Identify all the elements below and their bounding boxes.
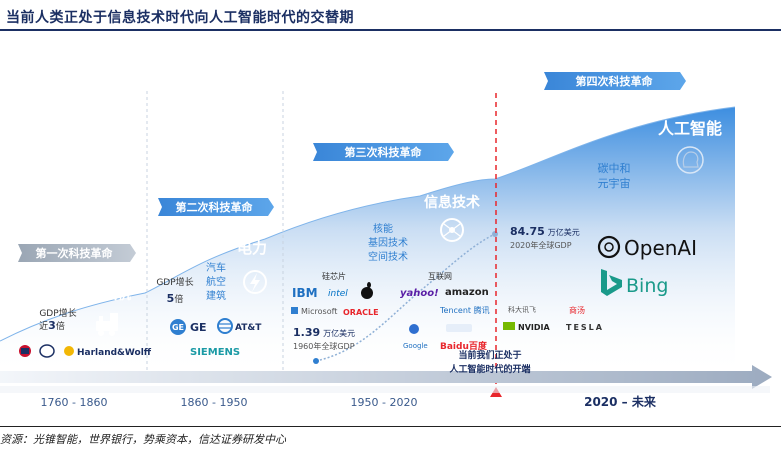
lightning-icon — [243, 270, 267, 294]
era1-company-logos: Harland&Wolff — [19, 344, 152, 358]
period-3: 1950 - 2020 — [351, 396, 418, 409]
tencent-logo: Tencent 腾讯 — [439, 305, 490, 315]
svg-text:GE: GE — [172, 323, 184, 332]
sub-tech-construction: 建筑 — [206, 289, 226, 302]
revolution-2-banner: 第二次科技革命 — [158, 198, 274, 216]
baidu-logo: Baidu百度 — [440, 340, 488, 352]
misc-logo — [446, 324, 472, 332]
tech-ai: 人工智能 — [658, 119, 722, 138]
bing-logo — [601, 269, 622, 296]
revolution-1-banner: 第一次科技革命 — [18, 244, 136, 262]
now-marker-line1: 当前我们正处于 — [458, 349, 521, 361]
att-name: AT&T — [235, 323, 262, 333]
apple-logo — [361, 282, 373, 299]
openai-logo — [597, 235, 621, 259]
revolution-3-banner: 第三次科技革命 — [313, 143, 454, 161]
era2-stat-line2: 5倍 — [167, 292, 184, 305]
tesla-logo: TESLA — [566, 323, 604, 332]
harland-wolff-name: Harland&Wolff — [77, 348, 152, 358]
source-note: 资源：光锥智能，世界银行，势乘资本，信达证券研发中心 — [0, 433, 286, 446]
era1-stat-line1: GDP增长 — [39, 307, 76, 319]
sub-tech-carbon-neutral: 碳中和 — [598, 161, 631, 175]
bing-name: Bing — [626, 275, 668, 297]
timeline-bar — [0, 386, 770, 393]
title-divider — [0, 29, 781, 31]
sensetime-logo: 商汤 — [569, 305, 585, 315]
tech-revolution-diagram: 第一次科技革命 第二次科技革命 第三次科技革命 第四次科技革命 蒸汽机 GDP增… — [0, 72, 772, 409]
network-icon — [440, 218, 464, 242]
gdp-2020-note: 2020年全球GDP — [510, 240, 572, 250]
ge-name: GE — [190, 321, 207, 334]
tech-information: 信息技术 — [424, 194, 480, 211]
sub-tech-space: 空间技术 — [368, 250, 408, 263]
page-title: 当前人类正处于信息技术时代向人工智能时代的交替期 — [6, 10, 354, 26]
growth-curve-highlight — [0, 106, 736, 342]
tech-steam-engine: 蒸汽机 — [89, 286, 131, 303]
microsoft-name: Microsoft — [301, 307, 337, 316]
sub-tech-car: 汽车 — [206, 261, 226, 274]
oracle-logo: ORACLE — [343, 308, 379, 317]
silicon-chip-label: 硅芯片 — [322, 271, 346, 281]
google-logo: Google — [403, 342, 428, 350]
period-2: 1860 - 1950 — [181, 396, 248, 409]
sub-tech-genetics: 基因技术 — [368, 236, 408, 249]
ge-logo: GE — [170, 319, 186, 335]
gdp-1960-note: 1960年全球GDP — [293, 341, 355, 351]
facebook-icon — [409, 324, 419, 334]
nvidia-icon — [503, 322, 515, 330]
growth-area — [0, 107, 735, 376]
openai-name: OpenAI — [624, 236, 697, 260]
revolution-4-banner: 第四次科技革命 — [544, 72, 686, 90]
internet-label: 互联网 — [428, 272, 452, 281]
gdp-2020: 84.75 万亿美元 — [510, 225, 580, 238]
revolution-2-label: 第二次科技革命 — [176, 200, 254, 214]
gdp-1960: 1.39 万亿美元 — [293, 326, 355, 339]
revolution-4-label: 第四次科技革命 — [576, 74, 654, 88]
harland-wolff-logo — [64, 346, 74, 356]
microsoft-logo — [291, 307, 298, 314]
siemens-logo: SIEMENS — [190, 347, 240, 358]
train-icon — [96, 313, 118, 336]
yahoo-logo: yahoo! — [400, 288, 439, 299]
revolution-3-label: 第三次科技革命 — [345, 145, 423, 159]
timeline-arrow — [0, 365, 772, 389]
tech-electricity: 电力 — [237, 239, 267, 257]
period-1: 1760 - 1860 — [41, 396, 108, 409]
revolution-1-label: 第一次科技革命 — [36, 246, 114, 260]
att-logo — [217, 318, 233, 334]
b-o-railroad-logo — [39, 344, 55, 358]
iflytek-logo: 科大讯飞 — [508, 305, 536, 314]
era1-stat-line2: 近3倍 — [39, 319, 65, 332]
ai-head-icon — [676, 146, 704, 174]
now-marker-line2: 人工智能时代的开端 — [448, 363, 530, 375]
footer-divider — [0, 426, 781, 427]
period-4: 2020 – 未来 — [584, 394, 657, 409]
nvidia-name: NVIDIA — [518, 323, 550, 332]
amazon-logo: amazon — [445, 287, 489, 298]
sub-tech-aviation: 航空 — [206, 275, 226, 288]
era2-stat-line1: GDP增长 — [156, 276, 193, 288]
gdp-point-1960 — [313, 358, 319, 364]
sub-tech-nuclear: 核能 — [373, 222, 393, 235]
ibm-logo: IBM — [292, 286, 318, 300]
gdp-point-2020 — [492, 231, 498, 237]
sub-tech-metaverse: 元宇宙 — [598, 176, 631, 190]
intel-logo: intel — [328, 289, 348, 299]
